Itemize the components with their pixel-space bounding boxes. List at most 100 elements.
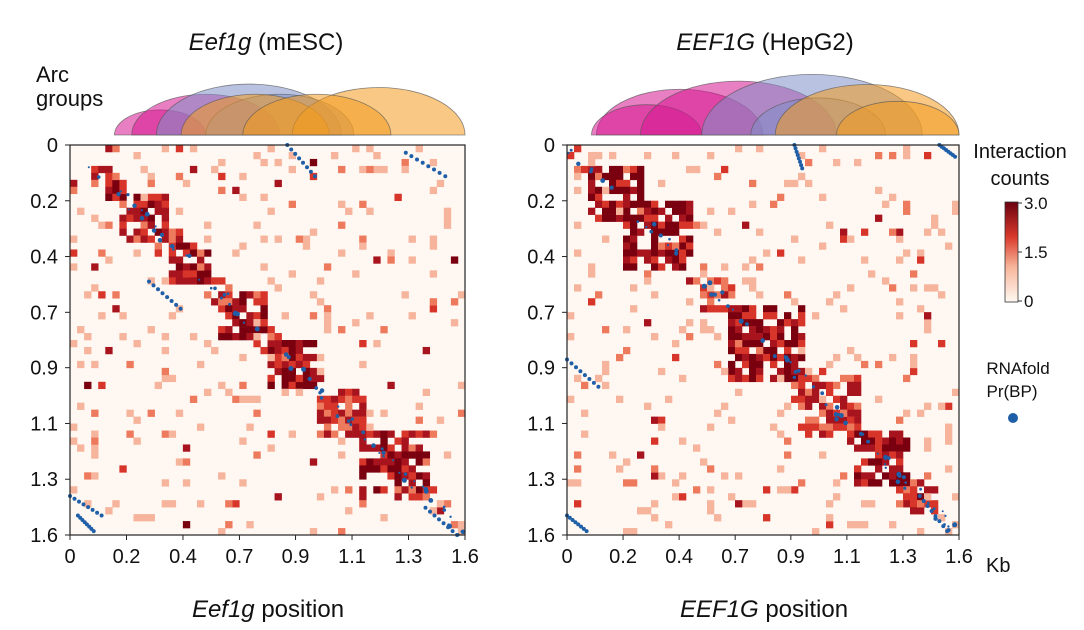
heatmap-cell <box>70 340 78 348</box>
axes-right: 0 0 0.2 0.2 0.4 0.4 0.7 0.7 0.9 0.9 1.1 1.1 1.3 1.3 1.… <box>527 135 973 568</box>
heatmap-cell <box>686 242 694 250</box>
heatmap-cell <box>267 430 275 438</box>
heatmap-cell <box>707 465 715 473</box>
heatmap-cell <box>366 444 374 452</box>
heatmap-cell <box>274 235 282 243</box>
heatmap-cell <box>267 353 275 362</box>
rnafold-dot <box>668 237 671 241</box>
heatmap-cell <box>225 305 233 313</box>
x-tick-label: 0.4 <box>665 546 693 568</box>
heatmap-cell <box>868 270 876 278</box>
heatmap-cell <box>651 514 659 522</box>
heatmap-cell <box>330 395 339 403</box>
heatmap-cell <box>763 486 771 494</box>
heatmap-cell <box>679 235 687 243</box>
heatmap-cell <box>189 395 198 403</box>
heatmap-cell <box>91 430 99 438</box>
heatmap-cell <box>903 472 911 480</box>
heatmap-cell <box>665 249 673 257</box>
rnafold-dot <box>569 148 573 152</box>
rnafold-dot <box>169 299 174 303</box>
rnafold-dot <box>415 157 419 162</box>
heatmap-cell <box>175 172 184 181</box>
heatmap-cell <box>316 298 325 306</box>
heatmap-cell <box>189 277 198 285</box>
rnafold-dot <box>745 322 749 326</box>
heatmap-cell <box>119 465 127 473</box>
heatmap-cell <box>784 346 792 355</box>
heatmap-cell <box>253 340 261 348</box>
heatmap-cell <box>359 235 367 243</box>
colorbar-title-line2: counts <box>991 168 1050 190</box>
heatmap-cell <box>359 472 367 480</box>
heatmap-cell <box>833 423 841 431</box>
heatmap-cell <box>630 284 638 292</box>
heatmap-cell <box>415 493 423 501</box>
heatmap-cell <box>387 472 395 480</box>
heatmap-cell <box>182 179 191 188</box>
heatmap-cell <box>196 423 205 431</box>
left-title: Eef1g (mESC) <box>189 29 344 56</box>
heatmap-cell <box>281 360 289 369</box>
heatmap-cell <box>147 277 155 285</box>
heatmap-cell <box>917 305 925 313</box>
heatmap-cell <box>105 507 113 515</box>
heatmap-cell <box>658 228 666 236</box>
heatmap-cell <box>345 430 353 438</box>
heatmap-cell <box>805 367 813 376</box>
heatmap-cell <box>875 214 883 222</box>
heatmap-cell <box>253 409 261 417</box>
heatmap-cell <box>735 388 743 397</box>
heatmap-cell <box>784 291 792 299</box>
x-tick-label: 1.6 <box>451 546 479 568</box>
heatmap-cell <box>910 507 918 515</box>
heatmap-cell <box>896 458 904 466</box>
heatmap-cell <box>910 340 918 348</box>
heatmap-cell <box>903 500 911 508</box>
heatmap-cell <box>637 165 645 174</box>
heatmap-cell <box>302 367 311 376</box>
heatmap-cell <box>401 486 409 494</box>
heatmap-cell <box>791 381 799 390</box>
heatmap-cell <box>175 263 184 271</box>
heatmap-cell <box>938 228 946 236</box>
heatmap-cell <box>429 242 438 250</box>
heatmap-cell <box>735 367 743 376</box>
heatmap-cell <box>861 256 869 264</box>
heatmap-cell <box>189 242 198 250</box>
heatmap-cell <box>401 291 409 299</box>
heatmap-cell <box>408 312 416 320</box>
heatmap-cell <box>819 409 827 417</box>
heatmap-cell <box>735 346 743 355</box>
rnafold-dot <box>165 295 170 300</box>
heatmap-cell <box>784 312 792 320</box>
right-xlabel: EEF1G position <box>680 596 848 623</box>
heatmap-cell <box>679 207 687 215</box>
heatmap-cell <box>133 200 141 208</box>
heatmap-cell <box>707 486 715 494</box>
heatmap-cell <box>637 179 645 188</box>
heatmap-cell <box>309 353 318 362</box>
heatmap-cell <box>889 430 897 438</box>
heatmap-cell <box>218 158 226 167</box>
heatmap-cell <box>161 374 170 383</box>
heatmap-cell <box>112 179 120 188</box>
heatmap-cell <box>840 416 848 424</box>
heatmap-cell <box>602 326 610 334</box>
rnafold-dot <box>834 417 839 422</box>
heatmap-cell <box>154 200 162 208</box>
legend-title-line2: Pr(BP) <box>987 382 1038 401</box>
y-tick-label: 0 <box>544 135 555 157</box>
heatmap-cell <box>77 402 85 410</box>
heatmap-cell <box>679 374 687 383</box>
heatmap-cell <box>623 263 631 271</box>
heatmap-cell <box>840 423 848 431</box>
heatmap-cell <box>189 270 198 278</box>
heatmap-cell <box>889 353 897 362</box>
heatmap-cell <box>819 193 827 202</box>
heatmap-cell <box>302 242 311 250</box>
heatmap-cell <box>798 479 806 487</box>
heatmap-cell <box>728 326 736 334</box>
heatmap-cell <box>623 479 631 487</box>
heatmap-cell <box>924 319 932 327</box>
